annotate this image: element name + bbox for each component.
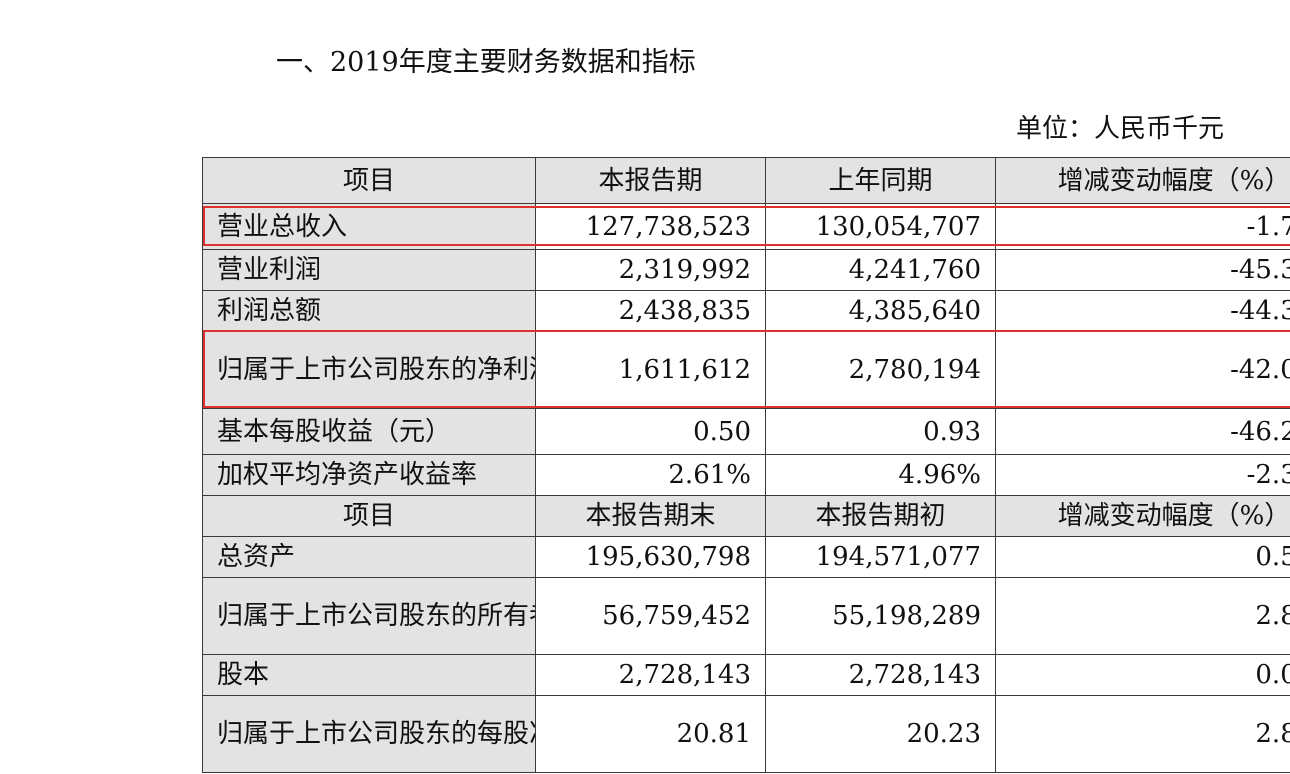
- row-prior: 20.23: [765, 695, 996, 773]
- row-item: 营业总收入: [202, 203, 536, 250]
- header-period-end: 本报告期末: [535, 495, 766, 537]
- row-prior: 4.96%: [765, 454, 996, 496]
- row-item: 营业利润: [202, 249, 536, 291]
- table-row: 归属于上市公司股东的所有者权益 56,759,452 55,198,289 2.…: [202, 577, 1290, 655]
- table-row: 营业总收入 127,738,523 130,054,707 -1.78%: [202, 203, 1290, 250]
- row-item: 基本每股收益（元）: [202, 408, 536, 455]
- table-row: 加权平均净资产收益率 2.61% 4.96% -2.35%: [202, 454, 1290, 496]
- row-current: 0.50: [535, 408, 766, 455]
- row-item: 总资产: [202, 536, 536, 578]
- row-change: 0.00%: [995, 654, 1290, 696]
- table-row: 总资产 195,630,798 194,571,077 0.54%: [202, 536, 1290, 578]
- header-period-start: 本报告期初: [765, 495, 996, 537]
- table-row: 股本 2,728,143 2,728,143 0.00%: [202, 654, 1290, 696]
- row-item: 加权平均净资产收益率: [202, 454, 536, 496]
- table-row: 归属于上市公司股东的净利润 1,611,612 2,780,194 -42.03…: [202, 331, 1290, 409]
- row-change: -46.24%: [995, 408, 1290, 455]
- row-current: 56,759,452: [535, 577, 766, 655]
- table-row: 基本每股收益（元） 0.50 0.93 -46.24%: [202, 408, 1290, 455]
- row-current: 2,319,992: [535, 249, 766, 291]
- table-row: 营业利润 2,319,992 4,241,760 -45.31%: [202, 249, 1290, 291]
- row-prior: 4,385,640: [765, 290, 996, 332]
- row-change: -1.78%: [995, 203, 1290, 250]
- row-prior: 0.93: [765, 408, 996, 455]
- row-prior: 2,728,143: [765, 654, 996, 696]
- row-item: 股本: [202, 654, 536, 696]
- row-prior: 2,780,194: [765, 331, 996, 409]
- financial-data-table: 项目 本报告期 上年同期 增减变动幅度（%） 营业总收入 127,738,523…: [202, 157, 1290, 773]
- row-change: -2.35%: [995, 454, 1290, 496]
- row-current: 2.61%: [535, 454, 766, 496]
- header-prior-year: 上年同期: [765, 157, 996, 204]
- row-change: -42.03%: [995, 331, 1290, 409]
- row-change: 2.83%: [995, 577, 1290, 655]
- row-current: 127,738,523: [535, 203, 766, 250]
- header-item: 项目: [202, 157, 536, 204]
- row-prior: 55,198,289: [765, 577, 996, 655]
- row-change: -44.39%: [995, 290, 1290, 332]
- header-change-pct: 增减变动幅度（%）: [995, 495, 1290, 537]
- row-change: 0.54%: [995, 536, 1290, 578]
- row-current: 195,630,798: [535, 536, 766, 578]
- row-change: -45.31%: [995, 249, 1290, 291]
- section-title: 一、2019年度主要财务数据和指标: [276, 47, 696, 78]
- header-current-period: 本报告期: [535, 157, 766, 204]
- table-header-row: 项目 本报告期末 本报告期初 增减变动幅度（%）: [202, 495, 1290, 537]
- unit-label: 单位：人民币千元: [1016, 114, 1225, 144]
- row-prior: 194,571,077: [765, 536, 996, 578]
- row-current: 2,728,143: [535, 654, 766, 696]
- row-current: 20.81: [535, 695, 766, 773]
- row-prior: 4,241,760: [765, 249, 996, 291]
- row-prior: 130,054,707: [765, 203, 996, 250]
- row-item: 归属于上市公司股东的每股净资产（元）: [202, 695, 536, 773]
- row-current: 2,438,835: [535, 290, 766, 332]
- header-change-pct: 增减变动幅度（%）: [995, 157, 1290, 204]
- row-current: 1,611,612: [535, 331, 766, 409]
- table-header-row: 项目 本报告期 上年同期 增减变动幅度（%）: [202, 157, 1290, 204]
- table-row: 利润总额 2,438,835 4,385,640 -44.39%: [202, 290, 1290, 332]
- row-change: 2.83%: [995, 695, 1290, 773]
- table-row: 归属于上市公司股东的每股净资产（元） 20.81 20.23 2.83%: [202, 695, 1290, 773]
- row-item: 归属于上市公司股东的净利润: [202, 331, 536, 409]
- header-item: 项目: [202, 495, 536, 537]
- row-item: 利润总额: [202, 290, 536, 332]
- row-item: 归属于上市公司股东的所有者权益: [202, 577, 536, 655]
